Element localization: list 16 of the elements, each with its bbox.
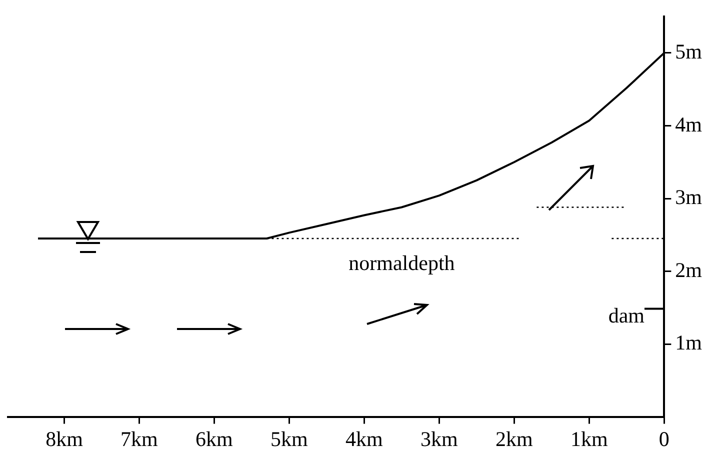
annotation: dam xyxy=(608,303,644,328)
x-tick-label: 8km xyxy=(46,426,83,451)
x-tick-label: 5km xyxy=(270,426,308,451)
x-tick-label: 0 xyxy=(658,426,670,451)
y-tick-label: 1m xyxy=(675,330,702,355)
annotation: normaldepth xyxy=(348,251,456,276)
x-tick-label: 3km xyxy=(420,426,458,451)
x-tick-label: 4km xyxy=(346,426,383,451)
y-tick-label: 5m xyxy=(675,39,702,64)
x-tick-label: 6km xyxy=(196,426,233,451)
x-tick-label: 2km xyxy=(496,426,533,451)
x-tick-label: 7km xyxy=(120,426,158,451)
x-tick-label: 1km xyxy=(570,426,608,451)
y-tick-label: 4m xyxy=(675,112,702,136)
y-tick-label: 3m xyxy=(675,185,702,210)
y-tick-label: 2m xyxy=(675,258,702,282)
